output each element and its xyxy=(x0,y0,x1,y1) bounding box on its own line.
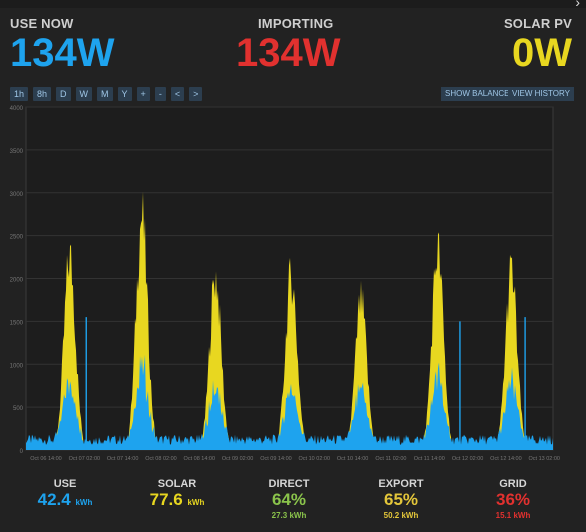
use-now-stat: USE NOW 134W xyxy=(10,16,115,73)
time-range-toolbar: 1h 8h D W M Y + - < > xyxy=(10,87,203,101)
footer-solar-value: 77.6 xyxy=(149,490,183,509)
importing-label: IMPORTING xyxy=(258,16,334,31)
importing-value: 134W xyxy=(236,31,341,75)
solar-pv-stat: SOLAR PV 0W xyxy=(504,16,572,73)
footer-solar: SOLAR 77.6 kWh xyxy=(117,478,237,513)
x-tick-label: Oct 13 02:00 xyxy=(529,456,561,462)
show-balance-button[interactable]: SHOW BALANCE xyxy=(441,87,514,101)
footer-use-unit: kWh xyxy=(75,498,93,507)
x-tick-label: Oct 09 02:00 xyxy=(222,456,254,462)
footer-grid: GRID 36% 15.1 kWh xyxy=(453,478,573,520)
use-now-value: 134W xyxy=(10,31,115,75)
range-button-9[interactable]: > xyxy=(189,87,203,101)
use-series xyxy=(26,354,553,450)
footer-grid-sub: 15.1 kWh xyxy=(495,511,531,520)
x-tick-label: Oct 08 02:00 xyxy=(145,456,177,462)
range-button-3[interactable]: W xyxy=(75,87,93,101)
footer-solar-unit: kWh xyxy=(187,498,205,507)
y-tick-label: 2000 xyxy=(10,278,24,284)
range-button-6[interactable]: + xyxy=(136,87,150,101)
footer-direct-label: DIRECT xyxy=(268,478,310,490)
x-tick-label: Oct 06 14:00 xyxy=(30,456,62,462)
solar-pv-label: SOLAR PV xyxy=(503,16,572,31)
power-chart[interactable]: 0 500 1000 1500 2000 2500 3000 3500 4000 Oct 06 1… xyxy=(0,102,586,467)
footer-direct-sub: 27.3 kWh xyxy=(271,511,307,520)
y-tick-label: 0 xyxy=(20,449,24,455)
x-tick-label: Oct 10 02:00 xyxy=(299,456,331,462)
y-tick-label: 2500 xyxy=(10,235,24,241)
importing-stat: IMPORTING 134W xyxy=(236,16,341,73)
use-now-label: USE NOW xyxy=(10,16,74,31)
range-button-0[interactable]: 1h xyxy=(10,87,29,101)
x-tick-label: Oct 07 02:00 xyxy=(69,456,101,462)
x-tick-label: Oct 12 02:00 xyxy=(452,456,484,462)
footer-solar-label: SOLAR xyxy=(157,478,197,490)
y-tick-label: 500 xyxy=(13,406,24,412)
footer-use: USE 42.4 kWh xyxy=(5,478,125,513)
footer-export: EXPORT 65% 50.2 kWh xyxy=(341,478,461,520)
x-tick-label: Oct 07 14:00 xyxy=(107,456,139,462)
footer-export-sub: 50.2 kWh xyxy=(383,511,419,520)
x-tick-label: Oct 09 14:00 xyxy=(260,456,292,462)
range-button-1[interactable]: 8h xyxy=(33,87,52,101)
footer-grid-value: 36% xyxy=(495,490,531,509)
y-tick-label: 3000 xyxy=(10,192,24,198)
footer-export-value: 65% xyxy=(383,490,419,509)
view-history-button[interactable]: VIEW HISTORY xyxy=(508,87,574,101)
range-button-7[interactable]: - xyxy=(154,87,166,101)
y-tick-label: 4000 xyxy=(10,106,24,112)
footer-use-label: USE xyxy=(53,478,77,490)
x-tick-label: Oct 10 14:00 xyxy=(337,456,369,462)
solar-series xyxy=(26,191,553,450)
footer-use-value: 42.4 xyxy=(37,490,71,509)
range-button-5[interactable]: Y xyxy=(117,87,132,101)
x-tick-label: Oct 08 14:00 xyxy=(184,456,216,462)
footer-direct-value: 64% xyxy=(271,490,307,509)
range-button-8[interactable]: < xyxy=(170,87,185,101)
footer-direct: DIRECT 64% 27.3 kWh xyxy=(229,478,349,520)
x-tick-label: Oct 12 14:00 xyxy=(490,456,522,462)
range-button-2[interactable]: D xyxy=(56,87,71,101)
y-tick-label: 1000 xyxy=(10,363,24,369)
top-bar xyxy=(0,0,586,8)
x-tick-label: Oct 11 02:00 xyxy=(375,456,406,462)
range-button-4[interactable]: M xyxy=(97,87,113,101)
x-tick-label: Oct 11 14:00 xyxy=(414,456,445,462)
footer-grid-label: GRID xyxy=(499,478,527,490)
y-tick-label: 3500 xyxy=(10,149,24,155)
y-tick-label: 1500 xyxy=(10,320,24,326)
footer-export-label: EXPORT xyxy=(378,478,424,490)
chevron-right-icon[interactable]: › xyxy=(575,0,580,10)
solar-pv-value: 0W xyxy=(512,31,572,75)
